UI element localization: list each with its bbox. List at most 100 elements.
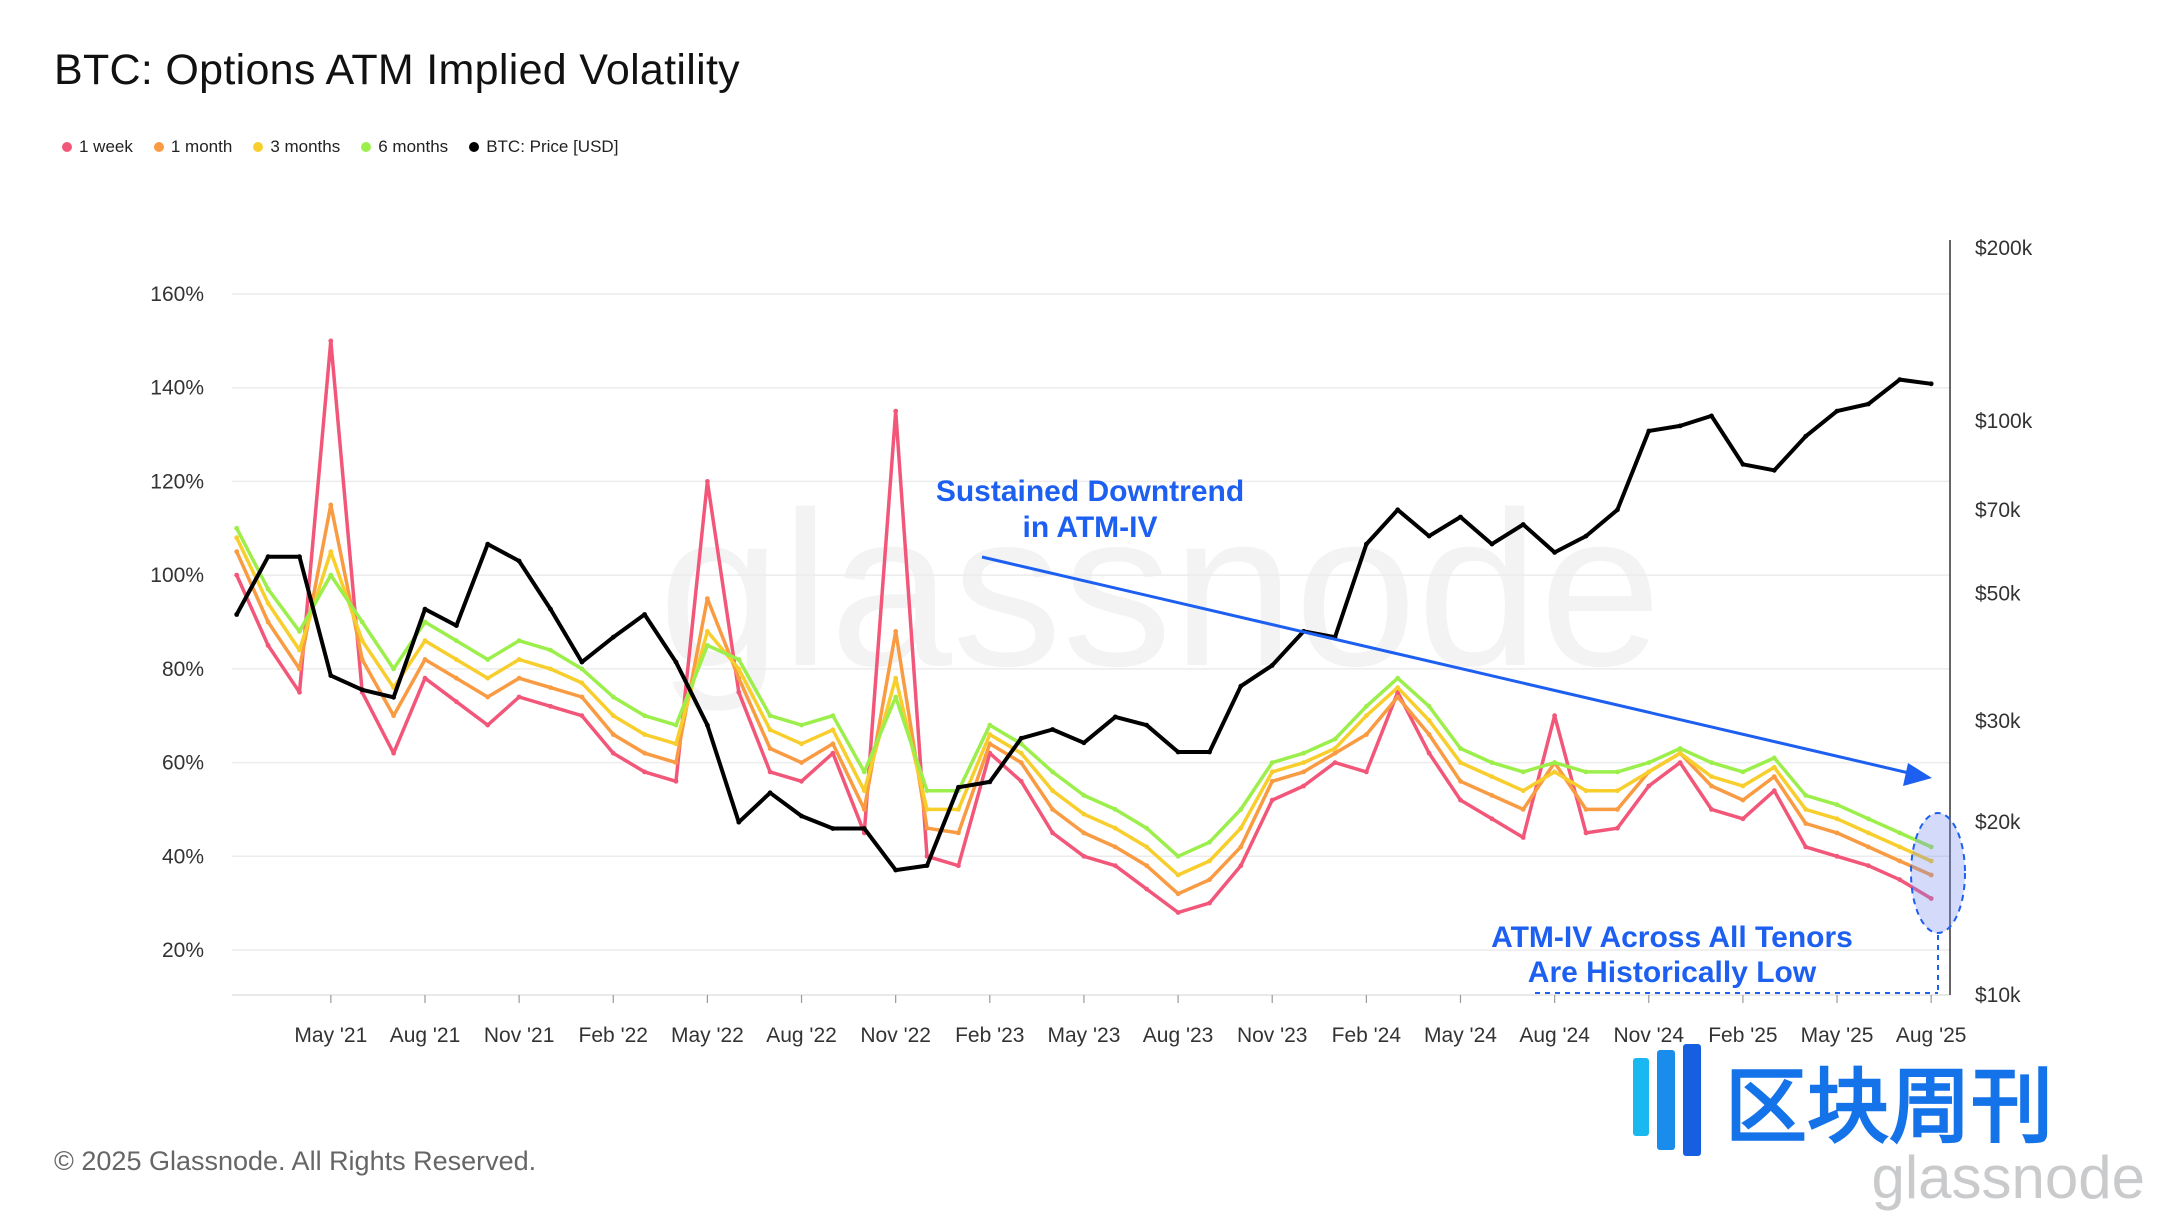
data-point: [454, 623, 459, 628]
data-point: [1395, 685, 1401, 690]
data-point: [1050, 788, 1055, 794]
data-point: [265, 586, 271, 592]
data-point: [1866, 816, 1871, 822]
data-point: [1458, 797, 1463, 803]
data-point: [1426, 718, 1432, 723]
data-point: [265, 554, 271, 560]
data-point: [799, 722, 804, 728]
data-point: [642, 769, 647, 775]
data-point: [1458, 760, 1463, 765]
data-point: [830, 741, 836, 747]
data-point: [1112, 825, 1118, 831]
data-point: [548, 685, 553, 690]
data-point: [1803, 433, 1809, 439]
data-point: [1928, 381, 1934, 387]
data-point: [1834, 408, 1840, 414]
downtrend-label-1: Sustained Downtrend: [936, 475, 1244, 508]
legend-item[interactable]: 6 months: [361, 137, 448, 157]
data-point: [1897, 858, 1903, 864]
data-point: [1520, 522, 1526, 527]
data-point: [391, 713, 396, 719]
data-point: [830, 727, 836, 733]
legend-item[interactable]: 1 week: [62, 137, 133, 157]
data-point: [548, 666, 553, 672]
data-point: [1112, 844, 1118, 850]
data-point: [1552, 760, 1557, 765]
data-point: [1081, 740, 1087, 746]
data-point: [1364, 769, 1369, 775]
downtrend-label-2: in ATM-IV: [1023, 511, 1158, 544]
data-point: [328, 549, 334, 555]
data-point: [1928, 844, 1934, 850]
data-point: [297, 554, 302, 560]
legend-label: 6 months: [378, 137, 449, 156]
data-point: [265, 643, 271, 648]
data-point: [1583, 807, 1589, 812]
data-point: [1458, 746, 1463, 751]
data-point: [359, 657, 365, 662]
data-point: [1615, 825, 1620, 831]
data-point: [1112, 863, 1118, 869]
data-point: [642, 612, 647, 617]
x-tick-label: May '24: [1424, 1024, 1497, 1047]
legend-item[interactable]: BTC: Price [USD]: [469, 137, 618, 157]
data-point: [1301, 783, 1306, 789]
x-tick-label: Nov '22: [860, 1024, 931, 1047]
data-point: [987, 722, 993, 728]
lows-label-1: ATM-IV Across All Tenors: [1491, 921, 1853, 954]
data-point: [1520, 807, 1526, 812]
data-point: [610, 694, 616, 700]
data-point: [893, 629, 899, 634]
data-point: [861, 807, 867, 812]
data-point: [328, 338, 334, 344]
data-point: [234, 525, 240, 531]
data-point: [516, 675, 522, 681]
data-point: [830, 826, 836, 831]
data-point: [454, 657, 459, 662]
data-point: [1301, 750, 1306, 756]
data-point: [454, 638, 459, 644]
data-point: [579, 659, 585, 665]
data-point: [1677, 423, 1683, 429]
data-point: [1771, 764, 1777, 770]
legend-item[interactable]: 3 months: [253, 137, 340, 157]
data-point: [234, 612, 240, 617]
data-point: [1238, 807, 1244, 812]
series-layer: [234, 338, 1934, 915]
data-point: [485, 675, 491, 681]
data-point: [893, 694, 899, 700]
data-point: [1269, 760, 1275, 765]
data-point: [359, 687, 365, 693]
data-point: [1112, 807, 1118, 812]
x-tick-label: Nov '23: [1237, 1024, 1308, 1047]
legend-item[interactable]: 1 month: [153, 137, 232, 157]
data-point: [610, 732, 616, 737]
data-point: [1269, 797, 1275, 803]
data-point: [1112, 714, 1118, 720]
data-point: [1709, 774, 1714, 779]
brand-glassnode-text: glassnode: [1871, 1144, 2145, 1211]
data-point: [1552, 550, 1557, 555]
data-point: [956, 784, 961, 790]
gridlines: [232, 293, 1950, 996]
legend-label: 3 months: [270, 137, 341, 156]
downtrend-arrowhead: [1903, 763, 1932, 786]
data-point: [1646, 783, 1652, 789]
data-point: [1175, 853, 1181, 859]
data-point: [1018, 760, 1024, 765]
legend-label: 1 week: [79, 137, 133, 156]
data-point: [1207, 877, 1212, 883]
data-point: [1677, 746, 1683, 751]
data-point: [1175, 891, 1181, 897]
data-point: [673, 659, 679, 665]
data-point: [1207, 900, 1212, 906]
data-point: [1646, 428, 1652, 434]
data-point: [548, 703, 553, 709]
data-point: [767, 746, 773, 751]
data-point: [1144, 886, 1150, 892]
data-point: [736, 666, 742, 672]
x-tick-label: Nov '21: [484, 1024, 555, 1047]
data-point: [673, 722, 679, 728]
data-point: [1018, 735, 1024, 741]
x-tick-label: Feb '24: [1332, 1024, 1402, 1047]
